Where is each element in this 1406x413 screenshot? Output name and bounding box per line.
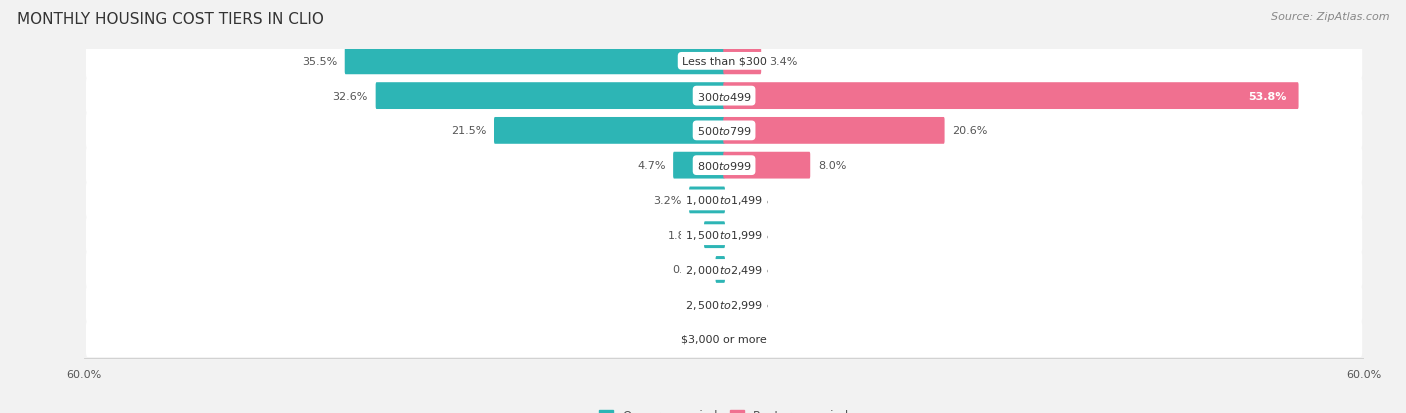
Text: 0.0%: 0.0% [740, 299, 768, 309]
FancyBboxPatch shape [86, 78, 1362, 114]
FancyBboxPatch shape [86, 148, 1362, 184]
Text: 20.6%: 20.6% [952, 126, 987, 136]
FancyBboxPatch shape [375, 83, 725, 110]
Text: 21.5%: 21.5% [451, 126, 486, 136]
FancyBboxPatch shape [86, 321, 1362, 357]
FancyBboxPatch shape [689, 187, 725, 214]
Text: 4.7%: 4.7% [637, 161, 665, 171]
FancyBboxPatch shape [704, 222, 725, 249]
Text: 0.0%: 0.0% [740, 265, 768, 275]
Text: 0.0%: 0.0% [740, 230, 768, 240]
FancyBboxPatch shape [344, 48, 725, 75]
Text: 0.0%: 0.0% [681, 299, 709, 309]
Text: $1,500 to $1,999: $1,500 to $1,999 [685, 229, 763, 242]
Text: Less than $300: Less than $300 [682, 57, 766, 66]
Text: $3,000 or more: $3,000 or more [682, 334, 766, 344]
FancyBboxPatch shape [723, 83, 1299, 110]
Text: 3.2%: 3.2% [652, 195, 682, 205]
Text: 0.72%: 0.72% [672, 265, 707, 275]
Text: $800 to $999: $800 to $999 [696, 160, 752, 172]
Text: 8.0%: 8.0% [818, 161, 846, 171]
Text: $1,000 to $1,499: $1,000 to $1,499 [685, 194, 763, 207]
Text: 0.0%: 0.0% [740, 334, 768, 344]
Text: 32.6%: 32.6% [333, 91, 368, 101]
FancyBboxPatch shape [86, 183, 1362, 218]
Text: 1.8%: 1.8% [668, 230, 696, 240]
FancyBboxPatch shape [86, 44, 1362, 80]
Text: $300 to $499: $300 to $499 [696, 90, 752, 102]
Text: $500 to $799: $500 to $799 [696, 125, 752, 137]
Legend: Owner-occupied, Renter-occupied: Owner-occupied, Renter-occupied [593, 404, 855, 413]
FancyBboxPatch shape [716, 256, 725, 283]
Text: Source: ZipAtlas.com: Source: ZipAtlas.com [1271, 12, 1389, 22]
FancyBboxPatch shape [86, 113, 1362, 149]
FancyBboxPatch shape [723, 152, 810, 179]
Text: 3.4%: 3.4% [769, 57, 797, 66]
FancyBboxPatch shape [86, 217, 1362, 253]
Text: 0.0%: 0.0% [740, 195, 768, 205]
Text: $2,500 to $2,999: $2,500 to $2,999 [685, 298, 763, 311]
FancyBboxPatch shape [86, 252, 1362, 288]
FancyBboxPatch shape [86, 286, 1362, 323]
FancyBboxPatch shape [723, 118, 945, 145]
Text: 53.8%: 53.8% [1249, 91, 1286, 101]
Text: MONTHLY HOUSING COST TIERS IN CLIO: MONTHLY HOUSING COST TIERS IN CLIO [17, 12, 323, 27]
FancyBboxPatch shape [723, 48, 761, 75]
FancyBboxPatch shape [673, 152, 725, 179]
Text: 35.5%: 35.5% [302, 57, 337, 66]
FancyBboxPatch shape [494, 118, 725, 145]
Text: $2,000 to $2,499: $2,000 to $2,499 [685, 263, 763, 276]
Text: 0.0%: 0.0% [681, 334, 709, 344]
